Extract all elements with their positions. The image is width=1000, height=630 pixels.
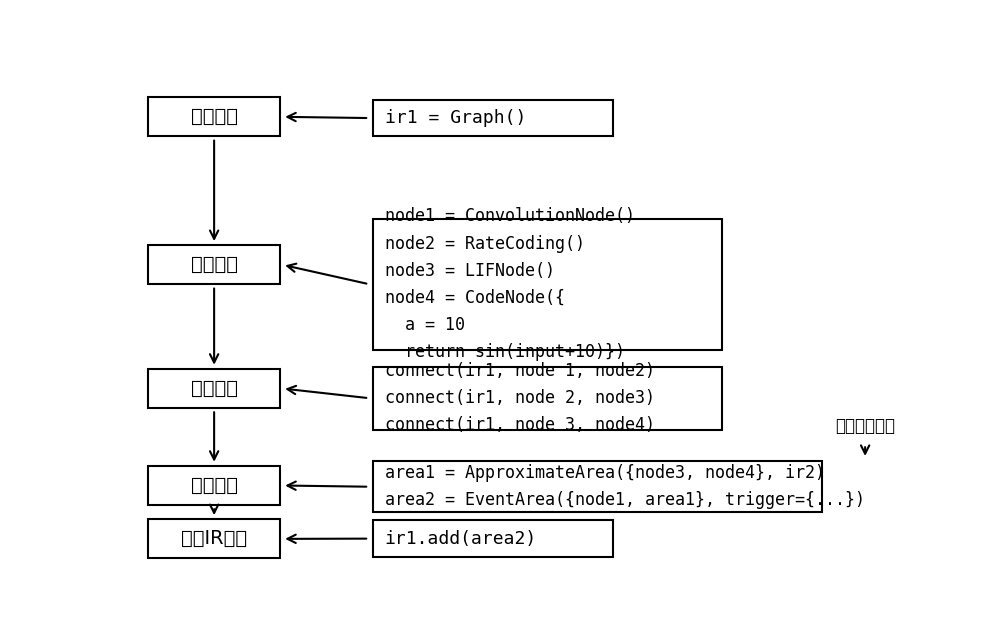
Text: 定义区域: 定义区域 bbox=[191, 476, 238, 495]
Text: 别处定义的图: 别处定义的图 bbox=[835, 416, 895, 435]
Bar bbox=[148, 246, 280, 284]
Bar bbox=[148, 98, 280, 136]
Bar bbox=[373, 520, 613, 557]
Text: ir1 = Graph(): ir1 = Graph() bbox=[385, 109, 526, 127]
Text: 定义连接: 定义连接 bbox=[191, 379, 238, 398]
Text: area1 = ApproximateArea({node3, node4}, ir2)
area2 = EventArea({node1, area1}, t: area1 = ApproximateArea({node3, node4}, … bbox=[385, 464, 865, 509]
Bar bbox=[148, 520, 280, 558]
Bar bbox=[373, 219, 722, 350]
Bar bbox=[148, 466, 280, 505]
Text: 完成IR构造: 完成IR构造 bbox=[181, 529, 247, 548]
Text: ir1.add(area2): ir1.add(area2) bbox=[385, 530, 537, 547]
Text: node1 = ConvolutionNode()
node2 = RateCoding()
node3 = LIFNode()
node4 = CodeNod: node1 = ConvolutionNode() node2 = RateCo… bbox=[385, 207, 635, 361]
Text: 初始化图: 初始化图 bbox=[191, 107, 238, 127]
Text: 定义结点: 定义结点 bbox=[191, 255, 238, 274]
Bar bbox=[148, 369, 280, 408]
Text: connect(ir1, node 1, node2)
connect(ir1, node 2, node3)
connect(ir1, node 3, nod: connect(ir1, node 1, node2) connect(ir1,… bbox=[385, 362, 655, 434]
Bar bbox=[373, 461, 822, 512]
Bar bbox=[373, 367, 722, 430]
Bar bbox=[373, 100, 613, 136]
